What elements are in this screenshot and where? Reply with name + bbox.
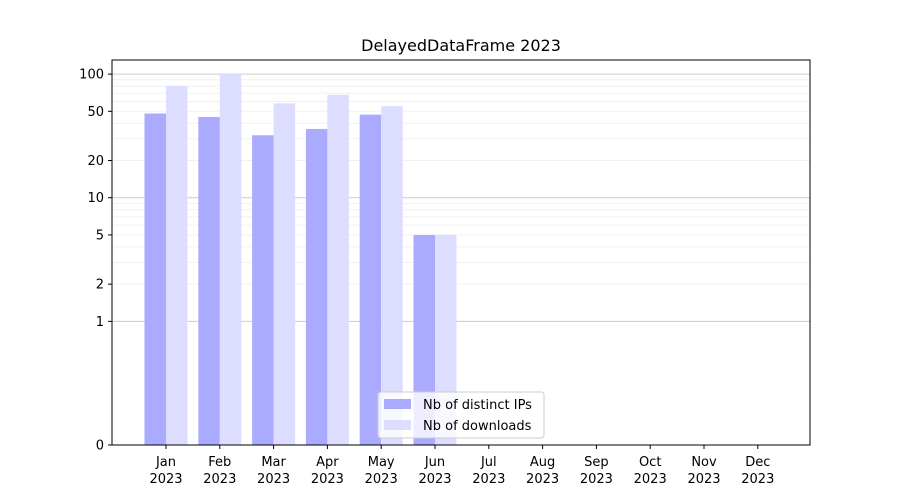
x-tick-label-month: Dec bbox=[745, 455, 770, 470]
chart-title: DelayedDataFrame 2023 bbox=[361, 36, 561, 55]
x-tick-label-month: Aug bbox=[530, 455, 555, 470]
bar-distinct-ips bbox=[305, 128, 328, 445]
y-tick-label: 10 bbox=[87, 191, 104, 206]
x-tick-label-year: 2023 bbox=[472, 472, 505, 487]
legend-label: Nb of downloads bbox=[423, 419, 532, 434]
legend-swatch bbox=[384, 399, 411, 409]
y-tick-label: 0 bbox=[96, 439, 104, 454]
y-axis: 0 1 2 5 10 20 50 100 bbox=[79, 68, 112, 454]
bar-downloads bbox=[273, 103, 296, 445]
x-tick-label-month: May bbox=[368, 455, 395, 470]
bar-distinct-ips bbox=[144, 113, 166, 446]
bar-distinct-ips bbox=[198, 116, 220, 445]
legend: Nb of distinct IPs Nb of downloads bbox=[377, 391, 545, 439]
y-tick-label: 100 bbox=[79, 68, 104, 83]
bar-downloads bbox=[219, 74, 242, 446]
bar-distinct-ips bbox=[359, 114, 382, 445]
x-tick-label-month: Sep bbox=[584, 455, 609, 470]
x-tick-label-year: 2023 bbox=[418, 472, 451, 487]
bar-downloads bbox=[166, 86, 188, 446]
y-tick-label: 1 bbox=[96, 315, 104, 330]
x-tick-label-year: 2023 bbox=[149, 472, 182, 487]
x-tick-label-year: 2023 bbox=[365, 472, 398, 487]
x-tick-label-month: Jul bbox=[480, 455, 497, 470]
x-tick-label-month: Oct bbox=[639, 455, 661, 470]
plot-frame bbox=[111, 59, 811, 446]
x-tick-label-year: 2023 bbox=[257, 472, 290, 487]
y-tick-label: 5 bbox=[96, 228, 104, 243]
x-tick-label-month: Jan bbox=[155, 455, 176, 470]
x-tick-label-month: Apr bbox=[316, 455, 339, 470]
x-tick-label-year: 2023 bbox=[687, 472, 720, 487]
bars bbox=[144, 74, 457, 446]
x-axis: Jan 2023 Feb 2023 Mar 2023 Apr 2023 May 2023 Jun 20… bbox=[149, 445, 774, 487]
x-tick-label-year: 2023 bbox=[580, 472, 613, 487]
legend-box bbox=[377, 391, 545, 439]
x-tick-label-month: Jun bbox=[424, 455, 445, 470]
x-tick-label-year: 2023 bbox=[741, 472, 774, 487]
bar-distinct-ips bbox=[252, 135, 274, 445]
x-tick-label-year: 2023 bbox=[203, 472, 236, 487]
x-tick-label-month: Mar bbox=[261, 455, 286, 470]
y-tick-label: 2 bbox=[96, 278, 104, 293]
bar-downloads bbox=[381, 106, 403, 445]
bar-downloads bbox=[327, 94, 349, 445]
y-tick-label: 50 bbox=[87, 105, 104, 120]
x-tick-label-year: 2023 bbox=[526, 472, 559, 487]
x-tick-label-month: Nov bbox=[691, 455, 717, 470]
legend-label: Nb of distinct IPs bbox=[423, 398, 532, 413]
legend-swatch bbox=[384, 420, 411, 430]
x-tick-label-year: 2023 bbox=[311, 472, 344, 487]
y-tick-label: 20 bbox=[87, 154, 104, 169]
x-tick-label-year: 2023 bbox=[634, 472, 667, 487]
x-tick-label-month: Feb bbox=[208, 455, 231, 470]
